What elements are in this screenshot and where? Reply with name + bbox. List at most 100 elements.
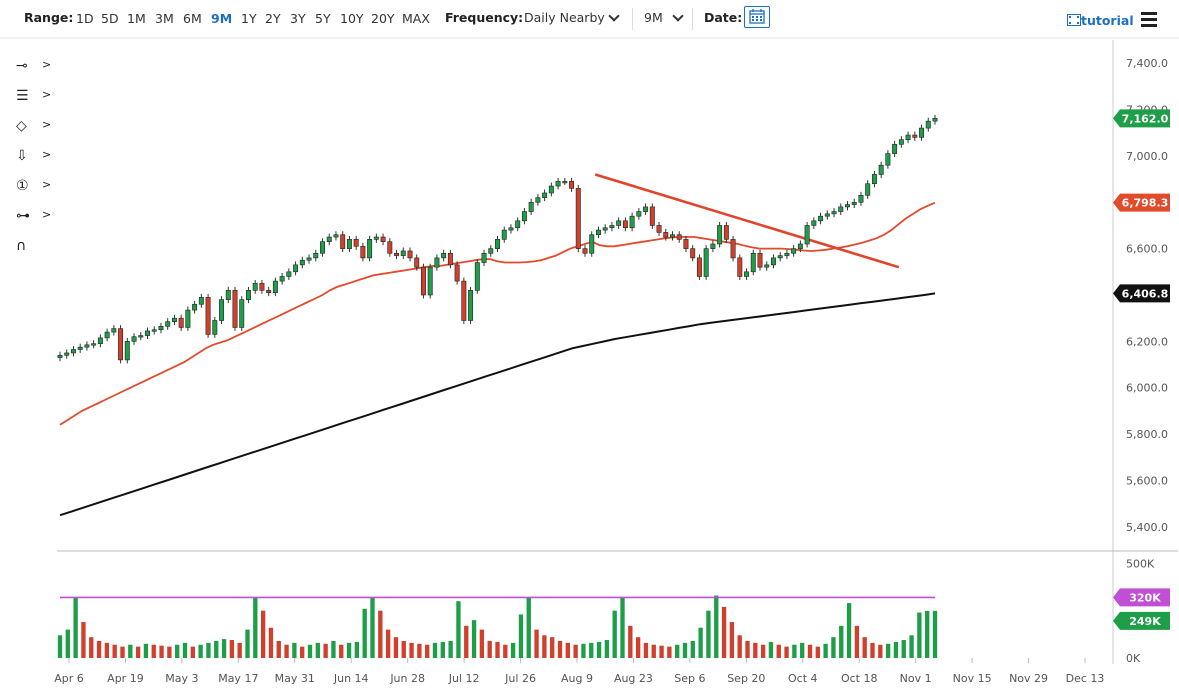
volume-bar — [932, 610, 938, 658]
range-5d[interactable]: 5D — [101, 11, 119, 26]
volume-bar — [635, 637, 641, 658]
x-tick-label: Apr 19 — [107, 672, 144, 685]
period-select[interactable]: 9M — [644, 10, 663, 25]
line-tool[interactable]: ⊸ > — [16, 58, 52, 80]
volume-bar — [190, 646, 195, 658]
volume-bar — [143, 643, 149, 658]
range-1m[interactable]: 1M — [127, 11, 146, 26]
volume-bar — [745, 640, 750, 658]
candle-body — [865, 183, 871, 196]
volume-bar — [104, 642, 110, 658]
volume-bar — [760, 644, 766, 658]
candle-body — [232, 290, 238, 328]
range-3y[interactable]: 3Y — [290, 11, 306, 26]
volume-bar — [901, 640, 906, 658]
ma50-tag-label: 6,798.3 — [1122, 197, 1169, 210]
candle-body — [582, 248, 588, 254]
candle-body — [555, 181, 561, 187]
candle-body — [548, 185, 554, 194]
tutorial-link[interactable]: tutorial — [1067, 13, 1134, 28]
candle-body — [104, 331, 110, 339]
period-chevron-down-icon[interactable] — [672, 10, 684, 22]
candle-body — [360, 246, 366, 259]
volume-bar — [229, 640, 235, 658]
volume-bar — [378, 610, 383, 658]
candle-body — [744, 271, 750, 277]
candle-body — [501, 229, 507, 240]
range-1d[interactable]: 1D — [76, 11, 94, 26]
range-3m[interactable]: 3M — [155, 11, 174, 26]
fib-levels-tool[interactable]: ☰ > — [16, 88, 52, 110]
candle-body — [266, 290, 272, 293]
candle-body — [495, 239, 500, 249]
range-max[interactable]: MAX — [402, 11, 430, 26]
range-20y[interactable]: 20Y — [371, 11, 395, 26]
candle-body — [165, 321, 171, 327]
volume-bar — [596, 641, 602, 658]
volume-bar — [612, 610, 617, 658]
volume-bar — [557, 640, 563, 658]
candle-body — [178, 317, 184, 328]
candle-body — [57, 354, 63, 358]
annotation-tool[interactable]: ① > — [16, 178, 52, 200]
arrow-tool[interactable]: ⇩ > — [16, 148, 52, 170]
candle-body — [508, 227, 514, 231]
candle-body — [535, 197, 541, 203]
volume-ma-tag-shape — [1113, 588, 1170, 607]
volume-bar — [57, 635, 63, 658]
volume-bar — [260, 610, 266, 658]
ma50-tag-shape — [1113, 193, 1170, 212]
range-9m[interactable]: 9M — [211, 11, 233, 26]
candle-body — [138, 335, 144, 338]
range-2y[interactable]: 2Y — [265, 11, 281, 26]
volume-bar — [870, 642, 875, 658]
x-tick-label: Oct 18 — [841, 672, 878, 685]
candle-body — [131, 336, 137, 342]
shapes-tool[interactable]: ◇ > — [16, 118, 52, 140]
volume-bar — [292, 642, 297, 658]
candle-body — [791, 248, 797, 254]
volume-bar — [550, 637, 555, 658]
frequency-chevron-down-icon[interactable] — [608, 10, 620, 22]
hamburger-menu-icon[interactable] — [1141, 12, 1157, 30]
date-label: Date: — [704, 10, 743, 25]
candle-body — [407, 250, 413, 259]
range-1y[interactable]: 1Y — [241, 11, 257, 26]
volume-bar — [589, 642, 594, 658]
volume-bar — [89, 637, 94, 658]
volume-bar — [448, 640, 453, 658]
range-10y[interactable]: 10Y — [340, 11, 364, 26]
trendline — [594, 173, 900, 269]
calendar-icon[interactable] — [744, 6, 770, 28]
x-tick-label: Sep 6 — [674, 672, 705, 685]
x-tick-label: Nov 15 — [953, 672, 992, 685]
price-tick-label: 7,000.0 — [1126, 150, 1168, 163]
measure-tool[interactable]: ⊶ > — [16, 208, 52, 230]
volume-bar — [753, 642, 758, 658]
volume-bar — [315, 642, 320, 658]
frequency-label: Frequency: — [445, 10, 524, 25]
volume-bar — [800, 642, 805, 658]
volume-bar — [534, 629, 539, 658]
candle-body — [528, 201, 534, 212]
candle-body — [750, 252, 756, 273]
volume-bar — [425, 644, 430, 658]
candle-body — [595, 229, 601, 236]
volume-bar — [573, 644, 578, 658]
volume-bar — [909, 635, 914, 658]
frequency-select[interactable]: Daily Nearby — [524, 10, 605, 25]
magnet-tool[interactable]: ∩ — [16, 238, 52, 260]
range-6m[interactable]: 6M — [183, 11, 202, 26]
volume-bar — [792, 644, 797, 658]
volume-bar — [815, 646, 820, 658]
range-5y[interactable]: 5Y — [315, 11, 331, 26]
volume-bar — [784, 646, 789, 658]
candle-body — [64, 352, 70, 356]
candle-body — [824, 213, 830, 217]
candle-body — [871, 174, 877, 185]
volume-bar — [885, 643, 891, 658]
volume-bar — [839, 625, 844, 658]
x-tick-label: May 17 — [218, 672, 258, 685]
chevron-right-icon: > — [42, 148, 52, 161]
